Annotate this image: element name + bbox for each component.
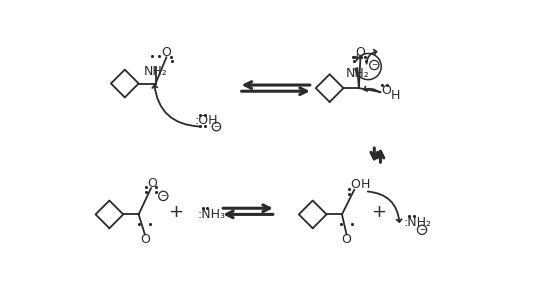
- Text: +: +: [372, 203, 386, 221]
- Text: +: +: [168, 203, 183, 221]
- Text: −: −: [419, 225, 425, 234]
- Text: H: H: [391, 89, 400, 102]
- Text: −: −: [160, 191, 166, 201]
- Text: O: O: [342, 233, 351, 246]
- Text: :NH₂: :NH₂: [404, 215, 431, 229]
- Text: −: −: [213, 122, 220, 131]
- Text: NH₂: NH₂: [144, 65, 168, 78]
- Text: :NH₃: :NH₃: [197, 208, 225, 221]
- Text: O: O: [140, 233, 150, 246]
- Text: O: O: [162, 46, 171, 59]
- Text: O: O: [350, 178, 360, 191]
- Text: :OH: :OH: [195, 114, 218, 127]
- Text: O: O: [355, 46, 366, 59]
- Text: −: −: [371, 60, 378, 69]
- Text: NH₂: NH₂: [345, 66, 369, 80]
- Text: O: O: [147, 177, 157, 190]
- Text: H: H: [360, 178, 370, 191]
- Text: O: O: [381, 84, 391, 97]
